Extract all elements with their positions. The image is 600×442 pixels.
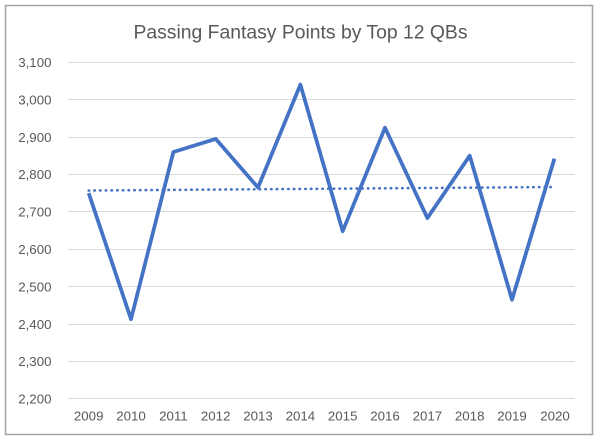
- svg-text:2019: 2019: [497, 409, 527, 424]
- svg-text:2010: 2010: [116, 409, 146, 424]
- svg-text:2020: 2020: [540, 409, 570, 424]
- svg-text:2,200: 2,200: [18, 392, 51, 407]
- svg-text:2017: 2017: [413, 409, 443, 424]
- svg-text:2009: 2009: [74, 409, 104, 424]
- svg-text:2,700: 2,700: [18, 205, 51, 220]
- svg-text:3,000: 3,000: [18, 92, 51, 107]
- svg-text:2,400: 2,400: [18, 317, 51, 332]
- svg-text:2016: 2016: [370, 409, 400, 424]
- svg-text:2013: 2013: [243, 409, 273, 424]
- svg-text:2,600: 2,600: [18, 242, 51, 257]
- svg-text:2,800: 2,800: [18, 167, 51, 182]
- svg-text:2,500: 2,500: [18, 279, 51, 294]
- svg-text:Passing Fantasy Points by Top: Passing Fantasy Points by Top 12 QBs: [133, 22, 467, 44]
- svg-text:2018: 2018: [455, 409, 485, 424]
- svg-text:2015: 2015: [328, 409, 358, 424]
- svg-text:2011: 2011: [159, 409, 188, 424]
- svg-text:2,900: 2,900: [18, 130, 51, 145]
- svg-text:2014: 2014: [286, 409, 316, 424]
- svg-text:2012: 2012: [201, 409, 231, 424]
- svg-text:3,100: 3,100: [18, 55, 51, 70]
- svg-text:2,300: 2,300: [18, 354, 51, 369]
